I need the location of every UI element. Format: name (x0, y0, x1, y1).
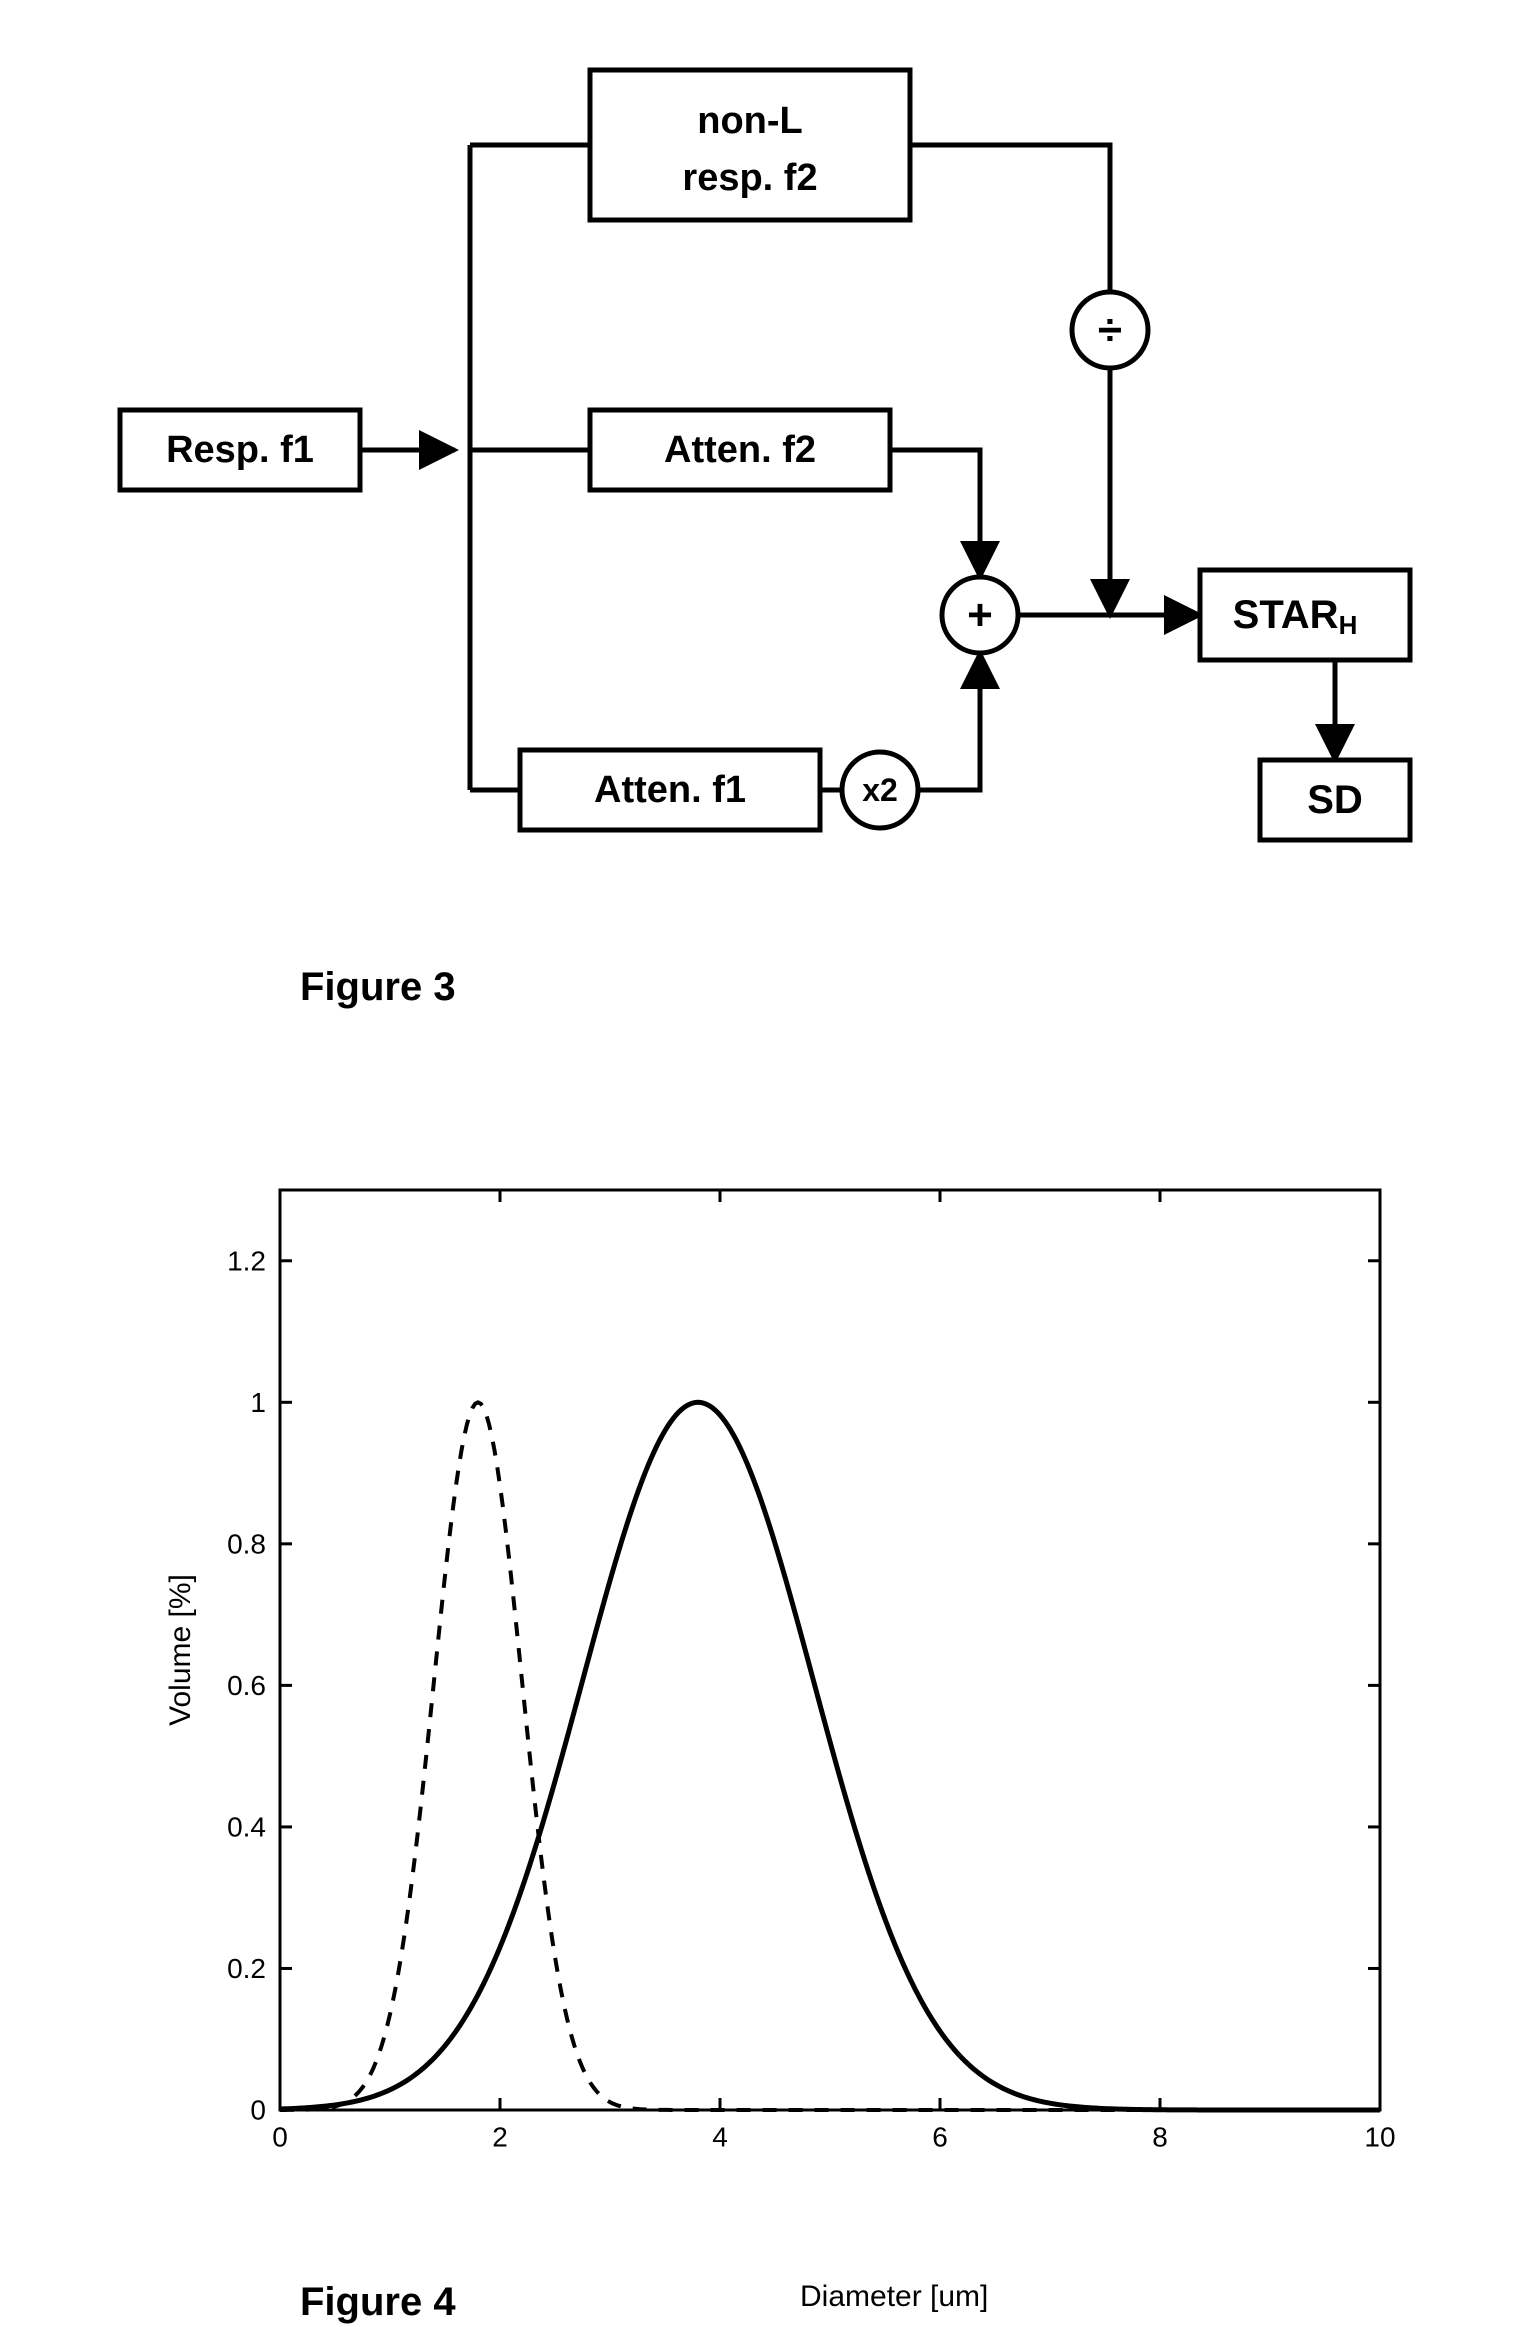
svg-text:0.8: 0.8 (227, 1528, 266, 1559)
svg-text:6: 6 (932, 2121, 948, 2152)
svg-text:Resp. f1: Resp. f1 (166, 429, 314, 471)
figure-3-diagram: Resp. f1 non-L resp. f2 Atten. f2 Atten. f1 S… (60, 30, 1460, 930)
svg-text:1: 1 (250, 1387, 266, 1418)
svg-text:0: 0 (250, 2095, 266, 2126)
svg-text:0.6: 0.6 (227, 1670, 266, 1701)
svg-text:resp. f2: resp. f2 (682, 157, 817, 199)
svg-text:x2: x2 (862, 772, 898, 808)
figure-4-chart: 0 2 4 6 8 10 0 0.2 0.4 0.6 0.8 1 1.2 Volume [%] (60, 1130, 1460, 2230)
svg-text:SD: SD (1307, 778, 1363, 822)
figure-3-caption: Figure 3 (300, 965, 456, 1010)
svg-text:0.4: 0.4 (227, 1811, 266, 1842)
svg-text:8: 8 (1152, 2121, 1168, 2152)
svg-text:÷: ÷ (1098, 306, 1122, 355)
svg-text:Volume [%]: Volume [%] (164, 1574, 197, 1726)
svg-text:0.2: 0.2 (227, 1953, 266, 1984)
svg-text:+: + (967, 591, 993, 640)
svg-text:non-L: non-L (697, 100, 803, 142)
figure-4-caption: Figure 4 (300, 2280, 456, 2325)
svg-text:4: 4 (712, 2121, 728, 2152)
svg-text:0: 0 (272, 2121, 288, 2152)
svg-text:Atten. f2: Atten. f2 (664, 429, 816, 471)
figure-4-xlabel: Diameter [um] (800, 2280, 988, 2314)
page: Resp. f1 non-L resp. f2 Atten. f2 Atten. f1 S… (0, 0, 1520, 2327)
svg-text:1.2: 1.2 (227, 1245, 266, 1276)
svg-text:10: 10 (1364, 2121, 1395, 2152)
svg-text:Atten. f1: Atten. f1 (594, 769, 746, 811)
svg-text:2: 2 (492, 2121, 508, 2152)
